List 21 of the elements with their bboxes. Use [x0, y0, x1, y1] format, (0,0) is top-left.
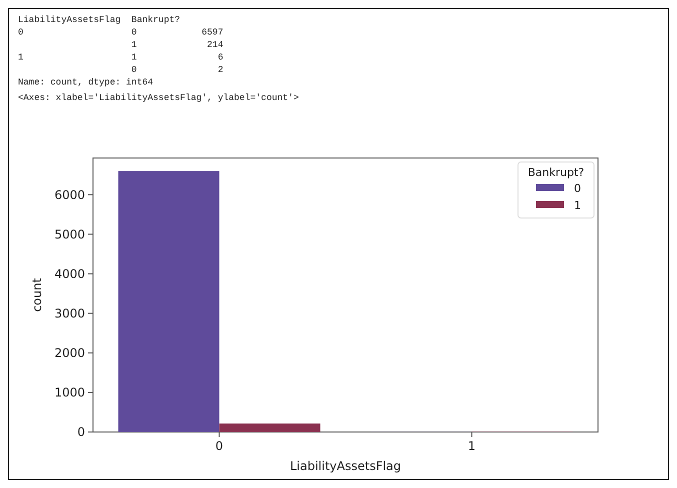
text: 0 0 6597 — [18, 28, 224, 38]
y-tick-label: 6000 — [54, 188, 85, 202]
y-tick-label: 0 — [77, 425, 85, 440]
bar — [118, 171, 220, 432]
text: 1 1 6 — [18, 52, 224, 62]
bar — [219, 424, 320, 432]
legend-label: 1 — [574, 198, 581, 212]
text: 1 214 — [18, 40, 224, 50]
legend-title: Bankrupt? — [528, 166, 584, 179]
y-axis-title: count — [30, 278, 44, 312]
y-tick-label: 4000 — [54, 266, 85, 281]
text: <Axes: xlabel='LiabilityAssetsFlag', ylabel='count'> — [18, 93, 299, 103]
y-tick-label: 3000 — [54, 306, 85, 321]
y-tick-label: 1000 — [54, 386, 85, 400]
text: LiabilityAssetsFlag Bankrupt? — [18, 15, 180, 25]
y-tick-label: 5000 — [54, 227, 85, 242]
x-axis-title: LiabilityAssetsFlag — [290, 459, 402, 473]
legend-label: 0 — [574, 182, 581, 195]
text: 0 2 — [18, 65, 224, 75]
y-tick-label: 2000 — [54, 346, 85, 360]
text: Name: count, dtype: int64 — [18, 78, 154, 88]
